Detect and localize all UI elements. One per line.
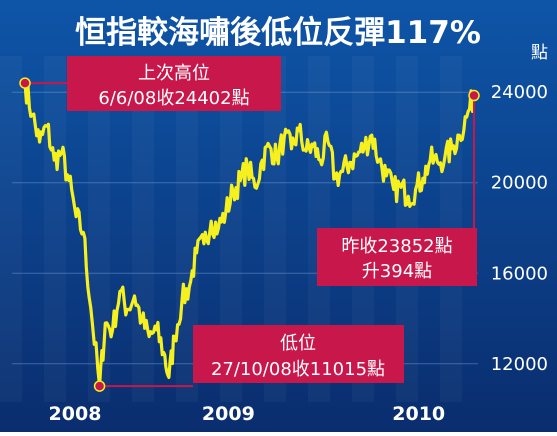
y-tick-label: 12000 bbox=[491, 354, 548, 375]
background-stripe bbox=[44, 56, 66, 402]
x-tick-label: 2009 bbox=[202, 403, 255, 425]
chart-title: 恒指較海嘯後低位反彈117% bbox=[75, 15, 481, 51]
key-points bbox=[19, 77, 480, 392]
y-axis-unit-label: 點 bbox=[531, 43, 548, 63]
callout-last-box bbox=[317, 228, 477, 286]
callout-low-line2: 27/10/08收11015點 bbox=[211, 359, 385, 380]
callout-low: 低位 27/10/08收11015點 bbox=[193, 325, 404, 383]
x-tick-label: 2010 bbox=[392, 403, 445, 425]
x-axis-labels: 2008 2009 2010 bbox=[49, 403, 446, 425]
point-last bbox=[468, 89, 480, 102]
x-tick-label: 2008 bbox=[49, 403, 102, 425]
callout-high-line2: 6/6/08收24402點 bbox=[98, 88, 249, 109]
callout-connectors bbox=[25, 82, 475, 388]
y-tick-label: 24000 bbox=[491, 82, 548, 103]
callout-low-line1: 低位 bbox=[280, 333, 316, 354]
series-hsi bbox=[23, 81, 476, 388]
point-high bbox=[19, 77, 31, 89]
callout-high-line1: 上次高位 bbox=[138, 63, 210, 84]
callout-low-box bbox=[193, 325, 404, 383]
y-axis-ticks: 12000 16000 20000 24000 bbox=[491, 82, 548, 375]
callout-last-line1: 昨收23852點 bbox=[341, 236, 452, 257]
callout-high-box bbox=[67, 56, 281, 111]
callout-last: 昨收23852點 升394點 bbox=[317, 228, 477, 286]
point-low bbox=[93, 380, 106, 392]
y-tick-label: 20000 bbox=[491, 173, 548, 194]
y-tick-label: 16000 bbox=[491, 263, 548, 284]
background-stripe bbox=[0, 56, 22, 402]
series-line bbox=[23, 81, 476, 388]
callout-high: 上次高位 6/6/08收24402點 bbox=[67, 56, 281, 111]
callout-last-line2: 升394點 bbox=[362, 261, 432, 282]
